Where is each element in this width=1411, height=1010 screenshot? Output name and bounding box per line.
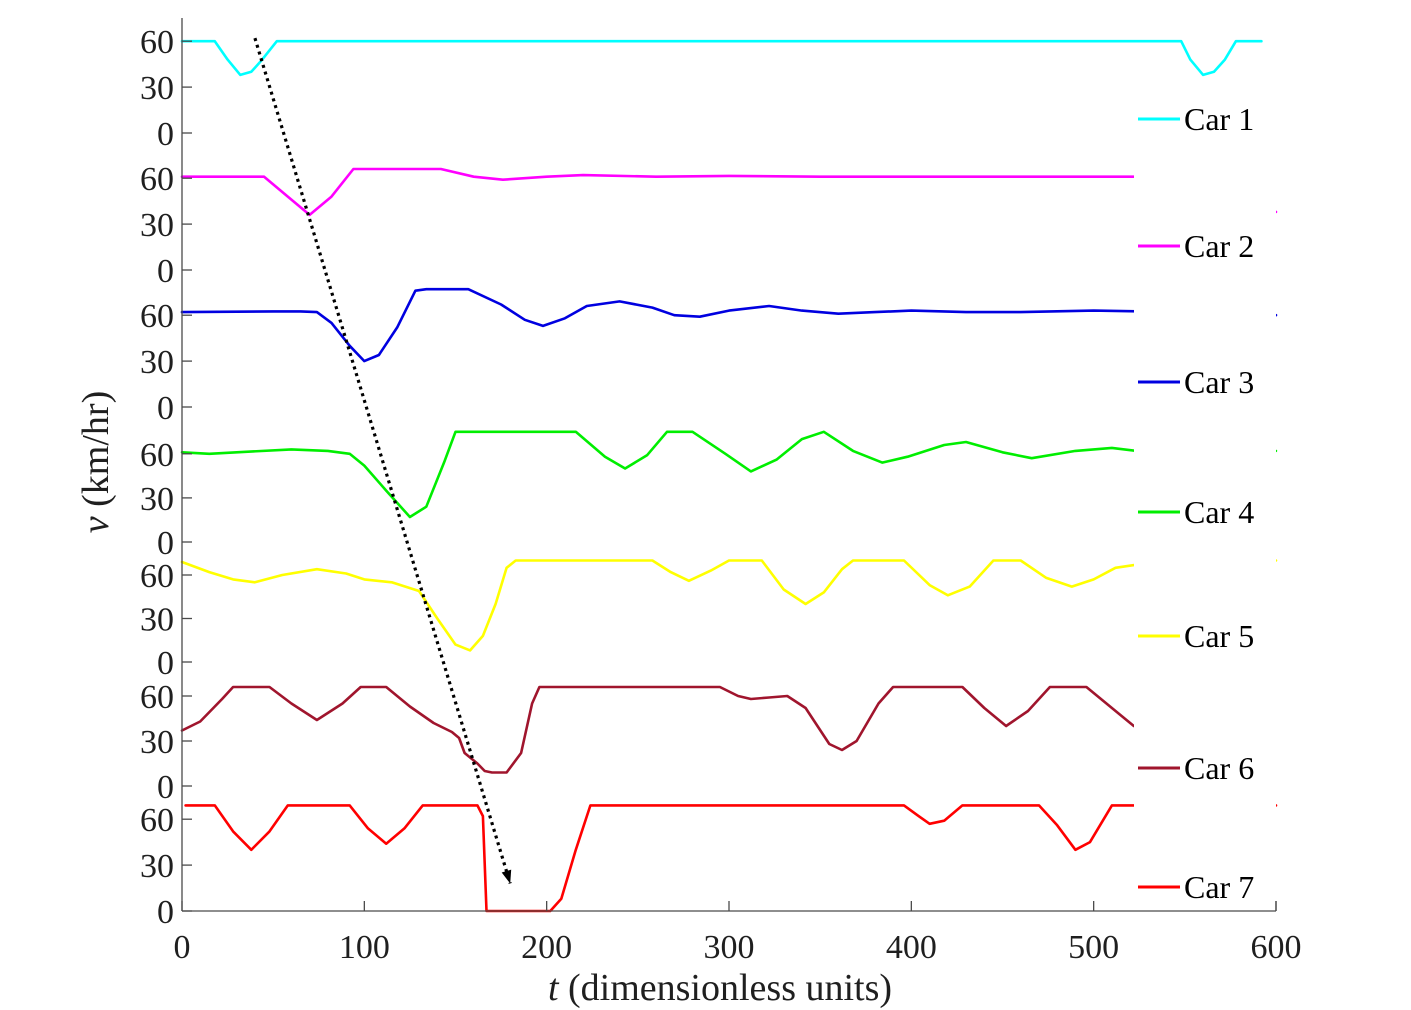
y-tick-label: 0 [157,525,174,562]
legend-label-car-6: Car 6 [1184,750,1254,786]
y-tick-label: 60 [140,679,174,716]
y-tick-label: 60 [140,24,174,61]
series-line-car-4 [180,430,1278,519]
y-tick-label: 60 [140,161,174,198]
x-tick-label: 100 [339,929,390,966]
y-tick-label: 0 [157,116,174,153]
y-tick-label: 0 [157,645,174,682]
y-tick-label: 60 [140,802,174,839]
y-tick-label: 0 [157,390,174,427]
y-tick-label: 30 [140,848,174,885]
propagation-arrow-head [501,869,512,884]
series-line-car-3 [180,287,1278,363]
x-tick-label: 300 [704,929,755,966]
x-tick-label: 500 [1068,929,1119,966]
y-tick-label: 30 [140,602,174,639]
legend-label-car-3: Car 3 [1184,364,1254,400]
y-tick-label: 30 [140,344,174,381]
x-tick-label: 400 [886,929,937,966]
plot-area [180,39,1278,913]
legend-label-car-7: Car 7 [1184,869,1254,905]
legend: Car 1 Car 2 Car 3 Car 4 Car 5 Car 6 Car 7 [1134,94,1276,912]
series-line-car-7 [184,804,1278,913]
propagation-arrow-line [253,37,512,884]
y-tick-label: 0 [157,769,174,806]
y-tick-label: 30 [140,70,174,107]
legend-box [1134,94,1276,912]
y-tick-label: 60 [140,437,174,474]
y-tick-label: 60 [140,558,174,595]
y-tick-label: 60 [140,298,174,335]
x-tick-label: 200 [521,929,572,966]
legend-label-car-2: Car 2 [1184,228,1254,264]
y-tick-label: 30 [140,481,174,518]
y-tick-label: 30 [140,207,174,244]
series-line-car-6 [180,685,1270,774]
y-tick-label: 0 [157,253,174,290]
legend-label-car-5: Car 5 [1184,618,1254,654]
y-tick-label: 30 [140,724,174,761]
y-tick-label: 0 [157,894,174,931]
legend-label-car-1: Car 1 [1184,101,1254,137]
series-line-car-2 [180,167,1278,217]
series-line-car-1 [180,39,1263,77]
x-axis-label: t (dimensionless units) [548,967,892,1009]
x-tick-label: 600 [1251,929,1302,966]
legend-label-car-4: Car 4 [1184,494,1254,530]
y-axis-label: v (km/hr) [75,391,117,533]
series-line-car-5 [180,559,1278,652]
x-tick-label: 0 [174,929,191,966]
